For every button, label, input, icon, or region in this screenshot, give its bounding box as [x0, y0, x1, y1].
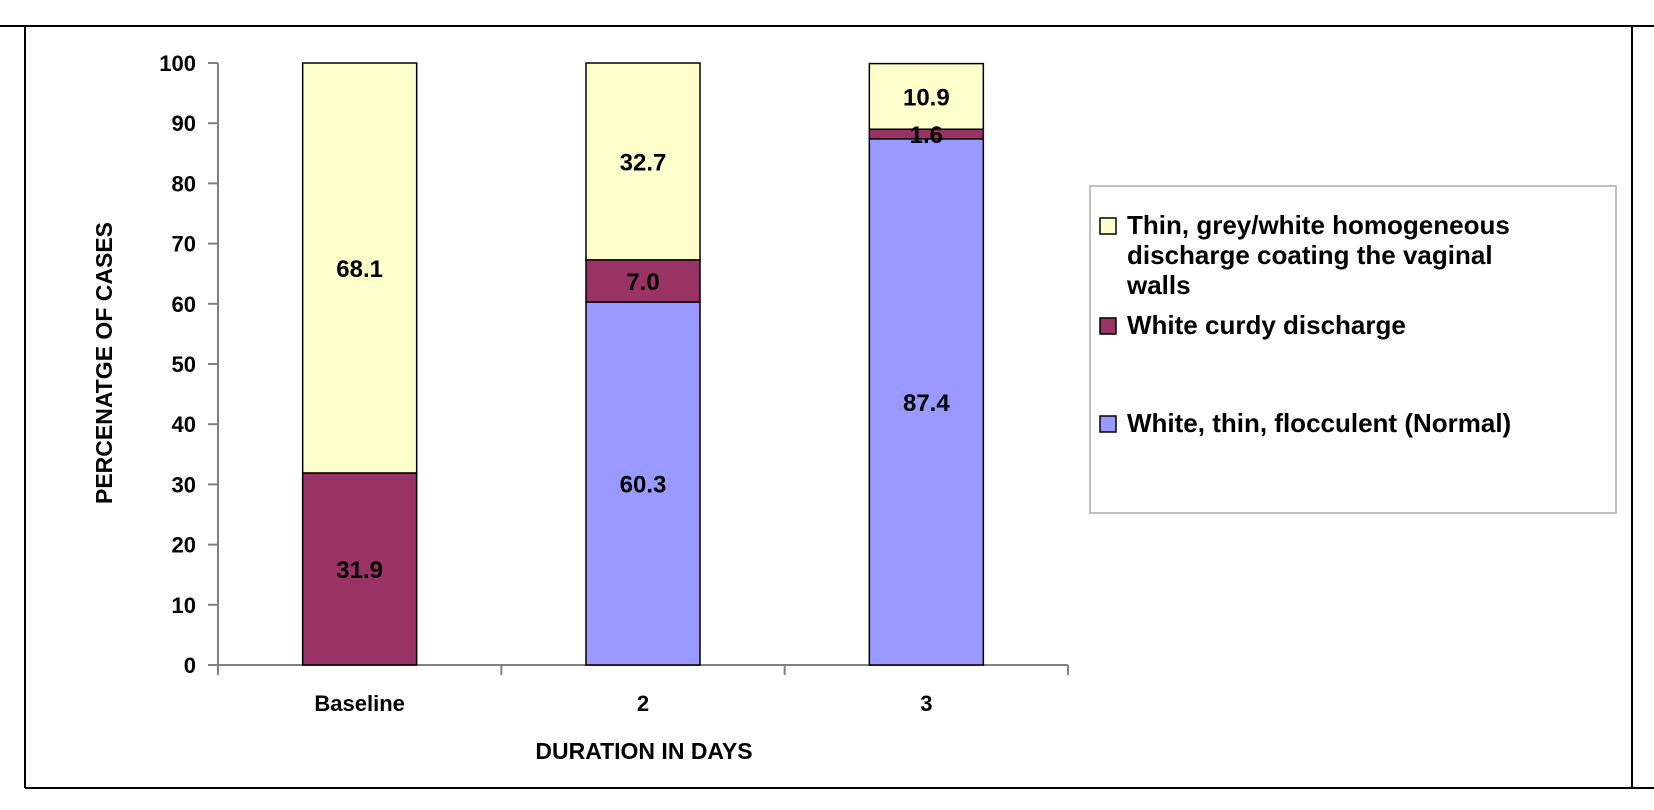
- x-category-label: Baseline: [314, 691, 405, 716]
- bar-segment: [301, 472, 418, 666]
- y-tick-label: 20: [172, 533, 196, 558]
- data-label: 60.3: [620, 471, 667, 498]
- data-label: 31.9: [336, 557, 383, 584]
- bar-segment: [868, 138, 985, 666]
- y-axis: 0 10 20 30 40 50 60 70 80 90 100: [159, 51, 219, 678]
- y-tick-label: 40: [172, 412, 196, 437]
- y-tick-label: 30: [172, 472, 196, 497]
- x-axis: Baseline 2 3: [217, 664, 1069, 716]
- data-label: 7.0: [626, 269, 659, 296]
- data-label: 32.7: [620, 149, 667, 176]
- data-label: 68.1: [336, 256, 383, 283]
- legend-swatch: [1099, 317, 1117, 335]
- data-labels-group: 31.9 68.1 60.3 7.0 32.7 87.4 1.6 10.9: [336, 84, 950, 584]
- x-category-label: 3: [920, 691, 932, 716]
- legend-label: White curdy discharge: [1127, 310, 1406, 340]
- bar-segment: [301, 62, 418, 474]
- y-tick-label: 80: [172, 171, 196, 196]
- data-label: 10.9: [903, 84, 950, 111]
- legend-box: [1089, 185, 1617, 514]
- data-label: 1.6: [910, 122, 943, 149]
- x-axis-title: DURATION IN DAYS: [535, 738, 752, 764]
- y-tick-label: 60: [172, 292, 196, 317]
- y-tick-label: 90: [172, 111, 196, 136]
- legend-swatch: [1099, 217, 1117, 235]
- y-axis-title: PERCENATGE OF CASES: [91, 222, 117, 504]
- bars-group: [301, 62, 985, 666]
- legend-label: discharge coating the vaginal: [1127, 240, 1493, 270]
- bar-segment: [585, 62, 701, 261]
- y-tick-label: 70: [172, 232, 196, 257]
- y-tick-label: 100: [159, 51, 196, 76]
- y-tick-label: 0: [184, 653, 196, 678]
- bar-segment: [868, 62, 985, 130]
- legend-label: walls: [1126, 270, 1191, 300]
- bar-segment: [585, 301, 701, 666]
- y-tick-label: 10: [172, 593, 196, 618]
- legend-label: White, thin, flocculent (Normal): [1127, 408, 1511, 438]
- legend-label: Thin, grey/white homogeneous: [1127, 210, 1510, 240]
- x-category-label: 2: [637, 691, 649, 716]
- legend-swatch: [1099, 415, 1117, 433]
- data-label: 87.4: [903, 390, 950, 417]
- y-tick-label: 50: [172, 352, 196, 377]
